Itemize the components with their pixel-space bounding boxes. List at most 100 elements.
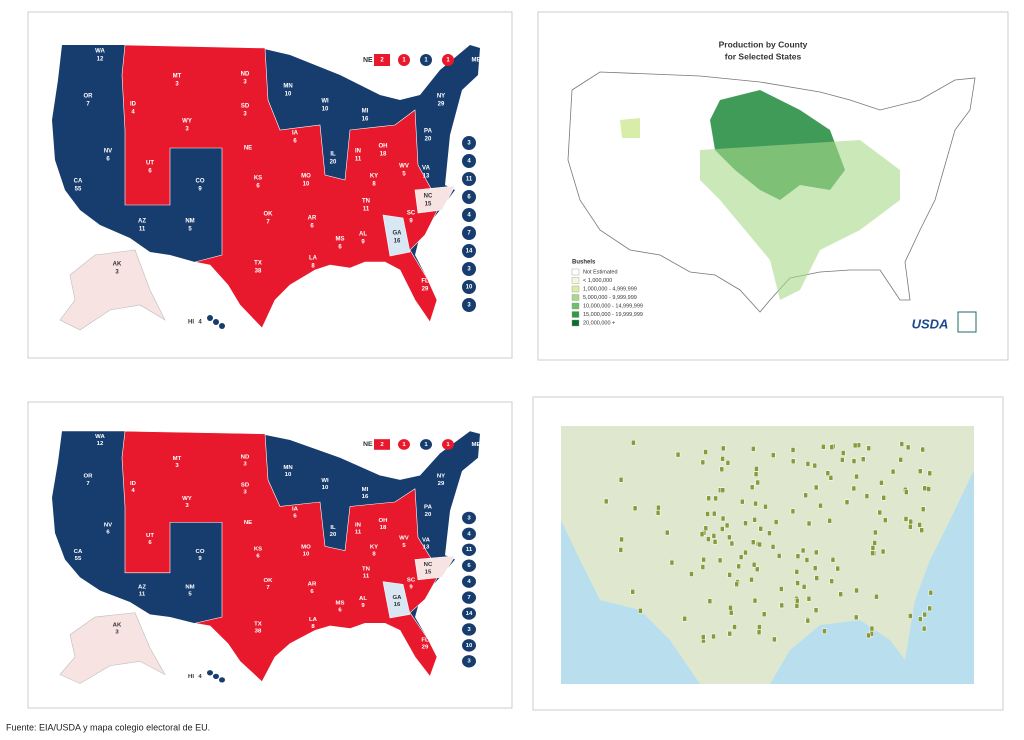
marker xyxy=(814,549,819,556)
marker xyxy=(749,484,755,491)
marker xyxy=(763,503,768,510)
state-label: CA xyxy=(74,549,83,555)
marker xyxy=(917,468,923,474)
sidebar-badge xyxy=(462,136,476,150)
marker xyxy=(729,540,735,547)
state-votes: 3 xyxy=(115,270,119,276)
state-votes: 4 xyxy=(131,110,135,116)
state-votes: 13 xyxy=(423,545,430,551)
marker xyxy=(899,441,905,447)
legend-swatch xyxy=(571,285,580,293)
marker xyxy=(656,504,661,511)
sidebar-votes: 4 xyxy=(467,579,471,585)
marker xyxy=(770,544,776,550)
marker xyxy=(794,603,800,609)
state-votes: 4 xyxy=(198,320,202,326)
marker xyxy=(898,456,903,463)
marker xyxy=(757,541,762,548)
sidebar-votes: 10 xyxy=(466,285,473,291)
state-label: MS xyxy=(336,237,345,243)
marker xyxy=(719,466,725,473)
marker xyxy=(632,505,638,512)
state-votes: 6 xyxy=(106,157,110,163)
state-votes: 7 xyxy=(86,102,90,108)
marker xyxy=(870,550,875,556)
district-votes: 2 xyxy=(380,442,383,448)
state-votes: 15 xyxy=(425,202,432,208)
marker xyxy=(835,565,841,572)
marker xyxy=(751,561,757,568)
state-label: WV xyxy=(399,164,409,170)
sidebar-badge xyxy=(462,226,476,240)
marker xyxy=(720,526,725,532)
marker xyxy=(814,575,819,581)
marker xyxy=(734,581,739,588)
sidebar-votes: 3 xyxy=(467,303,471,309)
marker xyxy=(879,480,884,486)
legend-label: 5,000,000 - 9,999,999 xyxy=(583,295,637,301)
state-votes: 9 xyxy=(361,240,365,246)
marker xyxy=(927,470,933,477)
state-region xyxy=(207,670,213,676)
legend-swatch xyxy=(571,277,580,284)
state-label: NV xyxy=(104,149,112,155)
marker xyxy=(790,458,796,465)
state-votes: 6 xyxy=(338,245,342,251)
marker xyxy=(908,613,913,619)
legend-label: < 1,000,000 xyxy=(583,278,612,284)
state-label: LA xyxy=(309,617,317,623)
marker xyxy=(700,459,706,466)
state-label: HI xyxy=(188,320,194,326)
legend-label: 1,000,000 - 4,999,999 xyxy=(583,286,637,292)
marker xyxy=(812,462,818,469)
state-votes: 11 xyxy=(139,592,145,598)
marker xyxy=(877,509,883,516)
marker xyxy=(795,597,800,604)
marker xyxy=(757,624,762,630)
state-label: ME xyxy=(472,442,481,448)
state-label: PA xyxy=(424,505,432,511)
district-box xyxy=(398,439,410,450)
state-label: TX xyxy=(254,622,262,628)
state-votes: 10 xyxy=(303,182,310,188)
marker xyxy=(727,572,732,578)
legend-swatch xyxy=(571,302,580,310)
marker xyxy=(721,445,726,452)
marker xyxy=(869,625,875,632)
state-votes: 10 xyxy=(285,472,292,478)
state-label: MO xyxy=(301,174,311,180)
sidebar-votes: 3 xyxy=(467,516,470,522)
state-votes: 3 xyxy=(243,112,247,118)
sidebar-badge xyxy=(462,172,476,186)
marker xyxy=(738,554,744,560)
state-label: KY xyxy=(370,545,379,551)
state-label: NY xyxy=(437,474,446,480)
legend-label: 10,000,000 - 14,999,999 xyxy=(583,303,643,309)
district-label: NE xyxy=(363,57,373,64)
state-label: MT xyxy=(173,456,182,462)
marker xyxy=(749,576,754,583)
marker xyxy=(701,634,706,640)
state-votes: 9 xyxy=(409,585,412,591)
marker xyxy=(827,518,832,524)
state-votes: 29 xyxy=(438,481,445,487)
marker xyxy=(669,559,675,566)
marker xyxy=(795,580,800,586)
state-label: ME xyxy=(472,58,481,64)
state-votes: 38 xyxy=(255,269,262,275)
marker xyxy=(618,547,624,553)
marker xyxy=(866,632,871,639)
sidebar-badge xyxy=(462,154,476,168)
marker xyxy=(712,539,718,545)
sidebar-votes: 10 xyxy=(466,643,473,649)
marker xyxy=(773,519,779,525)
sidebar-badge xyxy=(462,607,476,620)
marker xyxy=(825,470,831,476)
marker xyxy=(920,446,925,453)
marker xyxy=(890,468,896,475)
marker xyxy=(755,479,760,486)
marker xyxy=(706,495,711,502)
state-label: CO xyxy=(196,549,206,555)
